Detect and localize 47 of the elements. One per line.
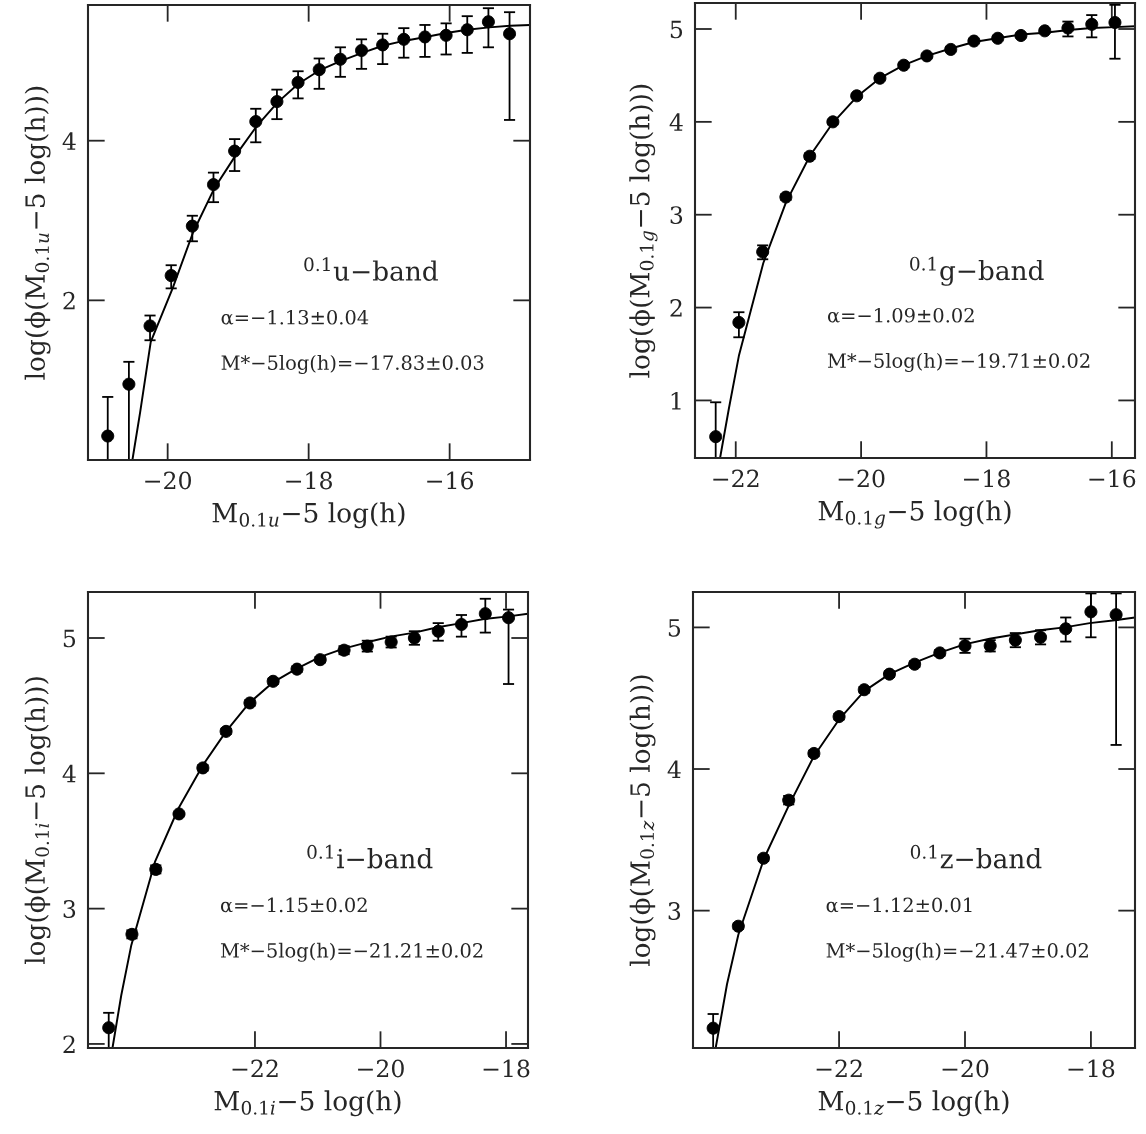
x-tick-label: −20 [358, 1059, 404, 1078]
y-tick-label: 3 [668, 902, 681, 920]
x-tick-label: −18 [483, 1059, 530, 1078]
x-tick-label: −20 [942, 1059, 989, 1078]
x-tick-label: −20 [145, 471, 191, 490]
x-tick-label: −18 [964, 469, 1010, 488]
y-tick-label: 4 [62, 132, 76, 150]
annotation: $^{0.1}$i−band [307, 844, 433, 869]
y-tick-label: 1 [671, 391, 681, 410]
annotation: M*−5log(h)=−21.21±0.02 [220, 942, 483, 962]
y-tick-label: 4 [62, 764, 76, 783]
x-tick-label: −18 [286, 471, 332, 490]
x-tick-label: −22 [232, 1059, 278, 1078]
x-axis-title: M$_{0.1z}$−5 log(h) [818, 1090, 1009, 1117]
y-tick-label: 5 [670, 20, 683, 39]
annotation: $^{0.1}$u−band [304, 257, 438, 281]
y-axis-title: log(ϕ(M$_{0.1g}$−5 log(h))) [629, 84, 658, 378]
y-tick-label: 2 [63, 1035, 75, 1053]
x-tick-label: −22 [713, 469, 759, 488]
y-tick-label: 2 [63, 291, 75, 310]
y-tick-label: 5 [668, 619, 681, 637]
x-tick-label: −16 [427, 471, 474, 490]
y-tick-label: 4 [669, 113, 683, 131]
y-axis-title: log(ϕ(M$_{0.1z}$−5 log(h))) [629, 675, 656, 967]
x-tick-label: −20 [838, 469, 885, 488]
annotation: M*−5log(h)=−21.47±0.02 [826, 942, 1088, 962]
y-tick-label: 2 [670, 299, 682, 317]
x-axis-title: M$_{0.1i}$−5 log(h) [214, 1090, 401, 1117]
y-tick-label: 3 [63, 900, 76, 918]
x-axis-title: M$_{0.1g}$−5 log(h) [818, 500, 1011, 529]
annotation: α=−1.12±0.01 [826, 897, 972, 913]
y-tick-label: 3 [670, 206, 683, 225]
x-tick-label: −16 [1089, 469, 1136, 488]
annotation: M*−5log(h)=−19.71±0.02 [827, 352, 1090, 372]
y-axis-title: log(ϕ(M$_{0.1i}$−5 log(h))) [24, 677, 51, 965]
x-tick-label: −22 [816, 1059, 862, 1078]
y-axis-title: log(ϕ(M$_{0.1u}$−5 log(h))) [24, 86, 51, 380]
annotation: $^{0.1}$g−band [910, 256, 1044, 286]
annotation: $^{0.1}$z−band [910, 844, 1042, 869]
x-axis-title: M$_{0.1u}$−5 log(h) [212, 502, 405, 529]
annotation: α=−1.13±0.04 [221, 309, 369, 325]
annotation: α=−1.15±0.02 [220, 897, 367, 913]
y-tick-label: 4 [667, 760, 681, 778]
annotation: M*−5log(h)=−17.83±0.03 [221, 354, 484, 374]
y-tick-label: 5 [63, 629, 76, 648]
x-tick-label: −18 [1068, 1059, 1115, 1078]
annotation: α=−1.09±0.02 [827, 307, 974, 323]
